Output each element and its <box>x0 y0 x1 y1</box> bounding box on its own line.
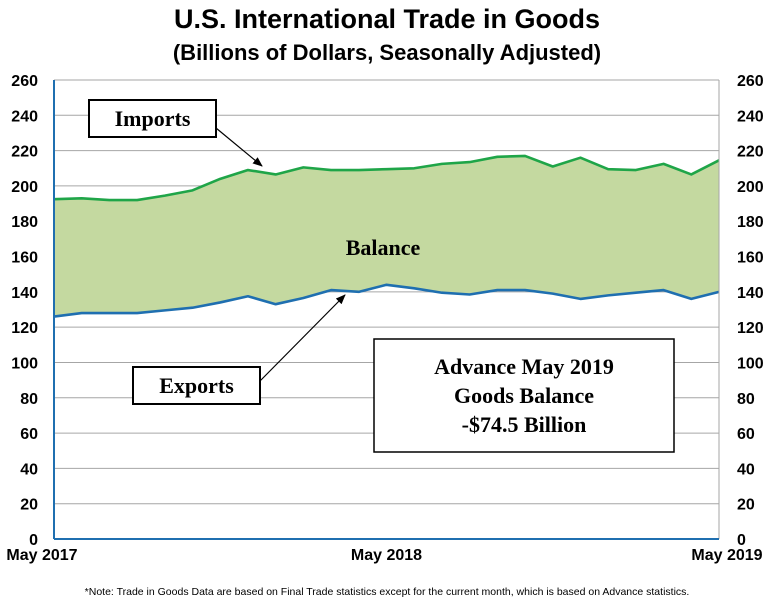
y-tick-label-left: 120 <box>11 320 38 337</box>
balance-area <box>54 155 719 317</box>
advance-box-line-3: -$74.5 Billion <box>462 412 587 437</box>
y-tick-label-left: 20 <box>20 497 38 514</box>
y-tick-label-right: 40 <box>737 461 755 478</box>
y-tick-label-left: 260 <box>11 73 38 90</box>
y-tick-label-right: 200 <box>737 179 764 196</box>
x-tick-label: May 2018 <box>351 547 422 564</box>
y-tick-label-left: 160 <box>11 250 38 267</box>
y-tick-label-right: 120 <box>737 320 764 337</box>
y-tick-label-right: 180 <box>737 214 764 231</box>
exports-arrow <box>259 294 346 382</box>
y-tick-label-left: 200 <box>11 179 38 196</box>
annotations: Imports Exports Balance Advance May 2019… <box>88 99 675 453</box>
axes: 0 0 20 20 40 40 60 60 80 80 100 100 120 120 140 140 160 1… <box>6 73 763 564</box>
y-tick-label-right: 100 <box>737 355 764 372</box>
imports-label-box <box>88 99 217 138</box>
plot-area <box>53 154 720 318</box>
chart-title: U.S. International Trade in Goods <box>173 4 601 34</box>
imports-arrow <box>215 127 263 167</box>
y-tick-label-left: 40 <box>20 461 38 478</box>
x-tick-label: May 2019 <box>691 547 762 564</box>
exports-label-box <box>132 366 261 405</box>
y-tick-label-right: 160 <box>737 250 764 267</box>
y-tick-label-right: 20 <box>737 497 755 514</box>
y-tick-label-right: 80 <box>737 391 755 408</box>
y-tick-label-right: 0 <box>737 532 746 549</box>
y-tick-label-left: 240 <box>11 108 38 125</box>
chart-subtitle: (Billions of Dollars, Seasonally Adjuste… <box>172 40 602 65</box>
y-tick-label-left: 180 <box>11 214 38 231</box>
x-tick-label: May 2017 <box>6 547 77 564</box>
y-tick-label-left: 140 <box>11 285 38 302</box>
balance-label: Balance <box>346 235 421 260</box>
y-tick-label-left: 0 <box>29 532 38 549</box>
y-tick-label-right: 60 <box>737 426 755 443</box>
y-tick-label-left: 100 <box>11 355 38 372</box>
y-tick-label-left: 60 <box>20 426 38 443</box>
advance-box-line-1: Advance May 2019 <box>434 354 614 379</box>
y-tick-label-right: 260 <box>737 73 764 90</box>
advance-box-line-2: Goods Balance <box>454 383 594 408</box>
advance-balance-box <box>373 338 675 453</box>
y-tick-label-right: 240 <box>737 108 764 125</box>
y-tick-label-left: 80 <box>20 391 38 408</box>
y-tick-label-right: 220 <box>737 144 764 161</box>
imports-label: Imports <box>115 106 191 131</box>
y-tick-label-right: 140 <box>737 285 764 302</box>
footnote: *Note: Trade in Goods Data are based on … <box>84 586 690 598</box>
exports-label: Exports <box>159 373 234 398</box>
y-tick-label-left: 220 <box>11 144 38 161</box>
